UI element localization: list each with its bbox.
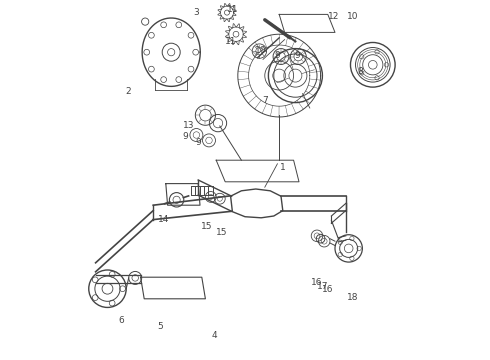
Text: 7: 7 bbox=[262, 96, 268, 105]
Text: 10: 10 bbox=[347, 12, 359, 21]
Text: 2: 2 bbox=[125, 87, 131, 96]
Text: 11: 11 bbox=[227, 4, 238, 13]
Text: 16: 16 bbox=[311, 278, 323, 287]
Text: 9: 9 bbox=[274, 51, 280, 60]
Text: 6: 6 bbox=[118, 316, 123, 325]
Text: 10: 10 bbox=[255, 46, 267, 55]
Text: 5: 5 bbox=[157, 322, 163, 331]
Text: 3: 3 bbox=[194, 8, 199, 17]
Text: 9: 9 bbox=[183, 132, 189, 141]
Text: 4: 4 bbox=[212, 331, 217, 340]
Text: 15: 15 bbox=[201, 222, 213, 231]
Text: 13: 13 bbox=[183, 122, 195, 130]
Text: 18: 18 bbox=[347, 292, 359, 302]
Text: 11: 11 bbox=[225, 37, 236, 46]
Text: 16: 16 bbox=[322, 285, 334, 294]
Text: 8: 8 bbox=[357, 68, 363, 77]
Text: 14: 14 bbox=[158, 215, 170, 224]
Text: 1: 1 bbox=[280, 163, 286, 172]
Text: 9: 9 bbox=[294, 51, 300, 60]
Text: 12: 12 bbox=[327, 12, 339, 21]
Text: 17: 17 bbox=[317, 282, 328, 291]
Text: 15: 15 bbox=[216, 228, 227, 237]
Text: 9: 9 bbox=[196, 138, 201, 147]
